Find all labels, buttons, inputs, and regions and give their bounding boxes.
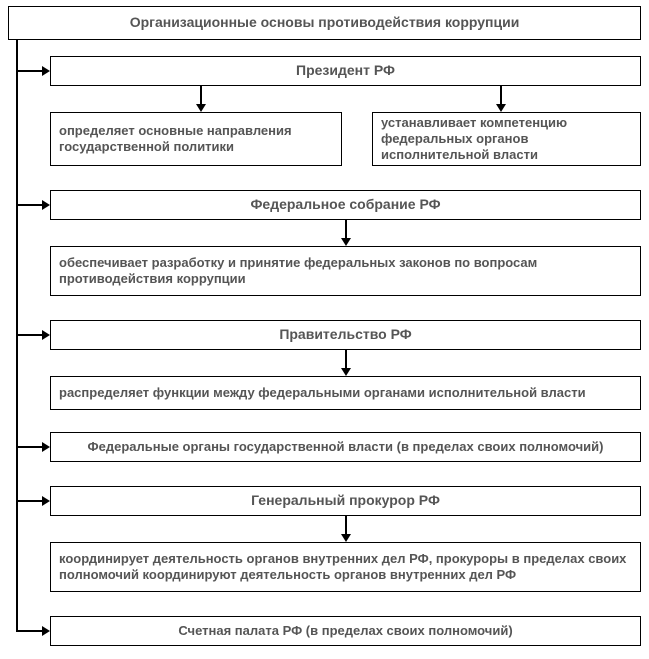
down-line-4	[345, 516, 347, 534]
flowchart-canvas: Организационные основы противодействия к…	[0, 0, 649, 659]
down-line-3	[345, 350, 347, 368]
down-line-1	[500, 86, 502, 104]
node-schetpal: Счетная палата РФ (в пределах своих полн…	[50, 616, 641, 646]
branch-arrow-1	[42, 200, 50, 210]
node-pres_r: устанавливает компетенцию федеральных ор…	[372, 112, 641, 166]
down-arrow-0	[196, 104, 206, 112]
branch-arrow-5	[42, 626, 50, 636]
node-fedsobr: Федеральное собрание РФ	[50, 190, 641, 220]
node-genprok: Генеральный прокурор РФ	[50, 486, 641, 516]
down-arrow-2	[341, 238, 351, 246]
node-gov_d: распределяет функции между федеральными …	[50, 376, 641, 410]
branch-line-0	[16, 70, 42, 72]
node-genprok_d: координирует деятельность органов внутре…	[50, 542, 641, 592]
branch-line-3	[16, 446, 42, 448]
node-gov: Правительство РФ	[50, 320, 641, 350]
node-fedsobr_d: обеспечивает разработку и принятие федер…	[50, 246, 641, 296]
branch-arrow-4	[42, 496, 50, 506]
branch-line-1	[16, 204, 42, 206]
down-line-0	[200, 86, 202, 104]
branch-line-4	[16, 500, 42, 502]
down-arrow-1	[496, 104, 506, 112]
node-pres_l: определяет основные направления государс…	[50, 112, 342, 166]
branch-arrow-3	[42, 442, 50, 452]
branch-line-2	[16, 334, 42, 336]
branch-line-5	[16, 630, 42, 632]
node-fedorg: Федеральные органы государственной власт…	[50, 432, 641, 462]
node-president: Президент РФ	[50, 56, 641, 86]
branch-arrow-0	[42, 66, 50, 76]
down-arrow-3	[341, 368, 351, 376]
down-line-2	[345, 220, 347, 238]
down-arrow-4	[341, 534, 351, 542]
branch-arrow-2	[42, 330, 50, 340]
node-title: Организационные основы противодействия к…	[8, 6, 641, 40]
